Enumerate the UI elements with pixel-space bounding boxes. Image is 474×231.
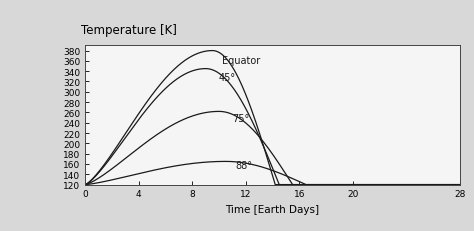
X-axis label: Time [Earth Days]: Time [Earth Days] — [226, 204, 319, 214]
Text: 45°: 45° — [219, 73, 236, 83]
Text: Equator: Equator — [222, 56, 260, 66]
Text: 75°: 75° — [232, 113, 250, 123]
Text: Temperature [K]: Temperature [K] — [81, 24, 176, 37]
Text: 88°: 88° — [235, 160, 252, 170]
